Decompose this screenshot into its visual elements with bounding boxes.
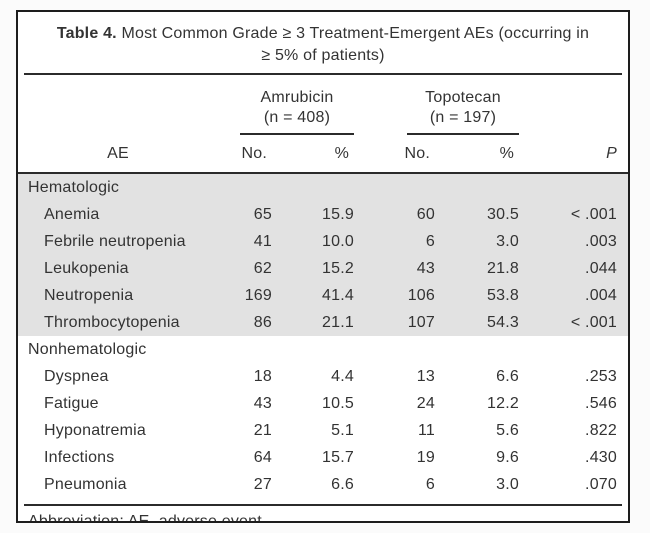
column-header-p-value: P [524, 136, 628, 174]
cell-amr_pct: 6.6 [331, 476, 354, 493]
cell-top_pct: 53.8 [440, 282, 524, 309]
cell-amr_no: 27 [253, 476, 272, 493]
cell-amr_pct: 15.9 [277, 201, 359, 228]
cell-amr_pct: 10.5 [322, 395, 354, 412]
group-n: (n = 408) [263, 109, 331, 126]
cell-amr_pct: 4.4 [331, 368, 354, 385]
cell-p: .253 [585, 368, 617, 385]
table-row: Anemia 65 15.9 60 30.5 < .001 [18, 201, 628, 228]
table-title-line2: ≥ 5% of patients) [261, 47, 385, 64]
table-row: Hyponatremia 21 5.1 11 5.6 .822 [18, 417, 628, 444]
cell-top_no: 24 [416, 395, 435, 412]
group-header-amrubicin: Amrubicin (n = 408) [240, 88, 354, 135]
cell-ae: Febrile neutropenia [18, 228, 218, 255]
cell-top_pct: 6.6 [496, 368, 519, 385]
cell-amr_no: 18 [253, 368, 272, 385]
cell-top_pct: 3.0 [440, 228, 524, 255]
section-label: Hematologic [18, 173, 628, 201]
cell-p: .003 [524, 228, 628, 255]
column-header-amrubicin-pct: % [277, 136, 359, 174]
cell-top_pct: 9.6 [496, 449, 519, 466]
cell-p: .070 [585, 476, 617, 493]
cell-amr_no: 65 [218, 201, 277, 228]
cell-p: .004 [524, 282, 628, 309]
group-name: Topotecan [425, 89, 501, 106]
cell-p: .822 [585, 422, 617, 439]
cell-top_no: 43 [359, 255, 440, 282]
cell-amr_pct: 10.0 [277, 228, 359, 255]
cell-ae: Pneumonia [44, 476, 127, 493]
cell-top_no: 107 [359, 309, 440, 336]
cell-top_no: 60 [359, 201, 440, 228]
cell-ae: Leukopenia [18, 255, 218, 282]
cell-ae: Hyponatremia [44, 422, 147, 439]
cell-ae: Infections [44, 449, 115, 466]
cell-ae: Neutropenia [18, 282, 218, 309]
cell-amr_no: 169 [218, 282, 277, 309]
cell-amr_no: 86 [218, 309, 277, 336]
abbreviation-footnote: Abbreviation: AE, adverse event. [28, 513, 267, 523]
adverse-events-table: Amrubicin (n = 408) Topotecan (n = 197) … [18, 75, 628, 498]
cell-top_no: 11 [417, 422, 435, 439]
cell-p: < .001 [524, 201, 628, 228]
table-row: Dyspnea 18 4.4 13 6.6 .253 [18, 363, 628, 390]
table-row: Pneumonia 27 6.6 6 3.0 .070 [18, 471, 628, 498]
cell-top_pct: 12.2 [487, 395, 519, 412]
cell-top_no: 106 [359, 282, 440, 309]
table-body: Hematologic Anemia 65 15.9 60 30.5 < .001 Febri… [18, 173, 628, 498]
column-header-topotecan-no: No. [359, 136, 440, 174]
cell-top_pct: 5.6 [496, 422, 519, 439]
table-row: Fatigue 43 10.5 24 12.2 .546 [18, 390, 628, 417]
cell-amr_no: 41 [218, 228, 277, 255]
section-row: Nonhematologic [18, 336, 628, 363]
cell-top_no: 13 [416, 368, 435, 385]
cell-p: .044 [524, 255, 628, 282]
cell-ae: Fatigue [44, 395, 99, 412]
column-header-ae: AE [18, 136, 218, 174]
cell-amr_no: 43 [253, 395, 272, 412]
cell-p: .546 [585, 395, 617, 412]
footnote-rule [24, 504, 622, 506]
group-header-topotecan: Topotecan (n = 197) [407, 88, 519, 135]
cell-amr_pct: 21.1 [277, 309, 359, 336]
cell-top_no: 6 [425, 476, 435, 493]
title-rule [24, 73, 622, 75]
column-header-row: AE No. % No. % P [18, 136, 628, 174]
cell-amr_pct: 41.4 [277, 282, 359, 309]
table-card: Table 4. Most Common Grade ≥ 3 Treatment… [16, 10, 630, 523]
cell-amr_no: 62 [218, 255, 277, 282]
table-row: Thrombocytopenia 86 21.1 107 54.3 < .001 [18, 309, 628, 336]
cell-top_pct: 3.0 [496, 476, 519, 493]
cell-amr_pct: 5.1 [331, 422, 354, 439]
group-n: (n = 197) [429, 109, 497, 126]
table-row: Febrile neutropenia 41 10.0 6 3.0.003 [18, 228, 628, 255]
cell-ae: Thrombocytopenia [18, 309, 218, 336]
cell-top_pct: 54.3 [440, 309, 524, 336]
cell-ae: Dyspnea [44, 368, 109, 385]
table-row: Leukopenia 62 15.2 43 21.8.044 [18, 255, 628, 282]
table-number-label: Table 4. [56, 25, 117, 42]
table-row: Infections 64 15.7 19 9.6 .430 [18, 444, 628, 471]
cell-top_pct: 21.8 [440, 255, 524, 282]
cell-amr_no: 21 [253, 422, 272, 439]
column-header-amrubicin-no: No. [218, 136, 277, 174]
section-label: Nonhematologic [28, 341, 147, 358]
treatment-group-header-row: Amrubicin (n = 408) Topotecan (n = 197) [18, 75, 628, 136]
group-name: Amrubicin [260, 89, 334, 106]
cell-p: < .001 [524, 309, 628, 336]
cell-top_pct: 30.5 [440, 201, 524, 228]
cell-ae: Anemia [18, 201, 218, 228]
cell-amr_pct: 15.2 [277, 255, 359, 282]
cell-top_no: 19 [416, 449, 435, 466]
section-row: Hematologic [18, 173, 628, 201]
table-title: Table 4. Most Common Grade ≥ 3 Treatment… [18, 12, 628, 67]
column-header-topotecan-pct: % [440, 136, 524, 174]
cell-p: .430 [585, 449, 617, 466]
table-title-line1: Most Common Grade ≥ 3 Treatment-Emergent… [121, 25, 590, 42]
cell-top_no: 6 [359, 228, 440, 255]
cell-amr_pct: 15.7 [322, 449, 354, 466]
cell-amr_no: 64 [253, 449, 272, 466]
table-row: Neutropenia 169 41.4 106 53.8.004 [18, 282, 628, 309]
